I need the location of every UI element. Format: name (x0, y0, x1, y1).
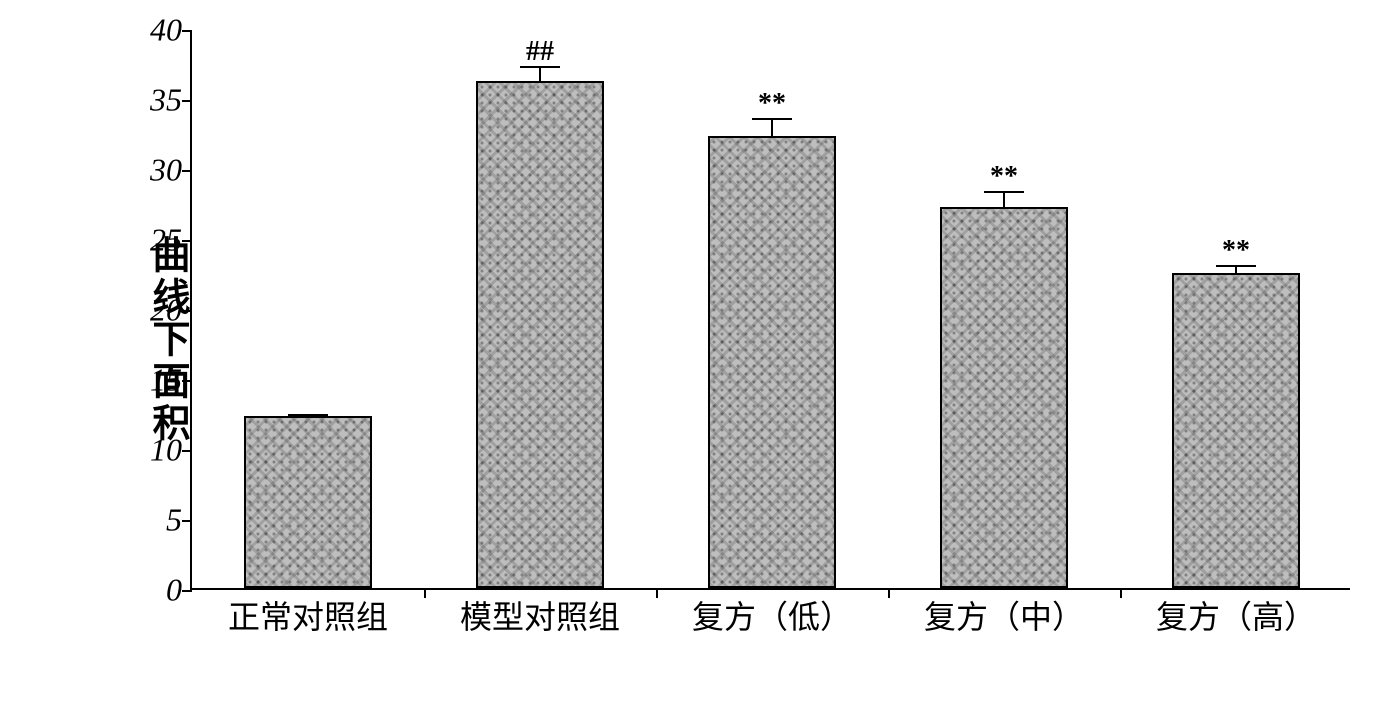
error-cap (288, 414, 328, 416)
x-tick (888, 588, 890, 598)
y-tick-label: 20 (132, 292, 182, 329)
x-category-label: 复方（低） (692, 592, 852, 638)
y-tick-label: 40 (132, 12, 182, 49)
x-category-label: 模型对照组 (460, 592, 620, 638)
error-bar (771, 118, 773, 138)
y-tick-label: 15 (132, 362, 182, 399)
y-tick (182, 240, 192, 242)
bar-fill (1174, 275, 1298, 586)
significance-label: ** (758, 88, 786, 120)
y-tick (182, 100, 192, 102)
error-bar (1003, 191, 1005, 209)
x-tick (656, 588, 658, 598)
x-tick (424, 588, 426, 598)
bar (476, 81, 604, 588)
significance-label: ** (990, 161, 1018, 193)
y-tick (182, 590, 192, 592)
bar-fill (246, 418, 370, 586)
chart-container: 曲线下面积 0510152025303540正常对照组##模型对照组**复方（低… (120, 20, 1350, 640)
significance-label: ** (1222, 235, 1250, 267)
bar (940, 207, 1068, 588)
bar-fill (942, 209, 1066, 586)
x-category-label: 复方（高） (1156, 592, 1316, 638)
bar (1172, 273, 1300, 588)
error-bar (539, 66, 541, 83)
bar (708, 136, 836, 588)
y-tick-label: 10 (132, 432, 182, 469)
bar (244, 416, 372, 588)
bar-fill (710, 138, 834, 586)
y-axis-label: 曲线下面积 (140, 235, 195, 445)
bar-fill (478, 83, 602, 586)
x-category-label: 复方（中） (924, 592, 1084, 638)
y-tick (182, 310, 192, 312)
y-tick-label: 30 (132, 152, 182, 189)
y-tick (182, 380, 192, 382)
y-tick (182, 30, 192, 32)
y-tick (182, 170, 192, 172)
significance-label: ## (526, 36, 554, 68)
x-category-label: 正常对照组 (228, 592, 388, 638)
y-tick-label: 35 (132, 82, 182, 119)
y-tick-label: 0 (132, 572, 182, 609)
plot-area: 0510152025303540正常对照组##模型对照组**复方（低）**复方（… (190, 30, 1350, 590)
y-tick (182, 450, 192, 452)
y-tick-label: 5 (132, 502, 182, 539)
y-tick (182, 520, 192, 522)
x-tick (1120, 588, 1122, 598)
y-tick-label: 25 (132, 222, 182, 259)
